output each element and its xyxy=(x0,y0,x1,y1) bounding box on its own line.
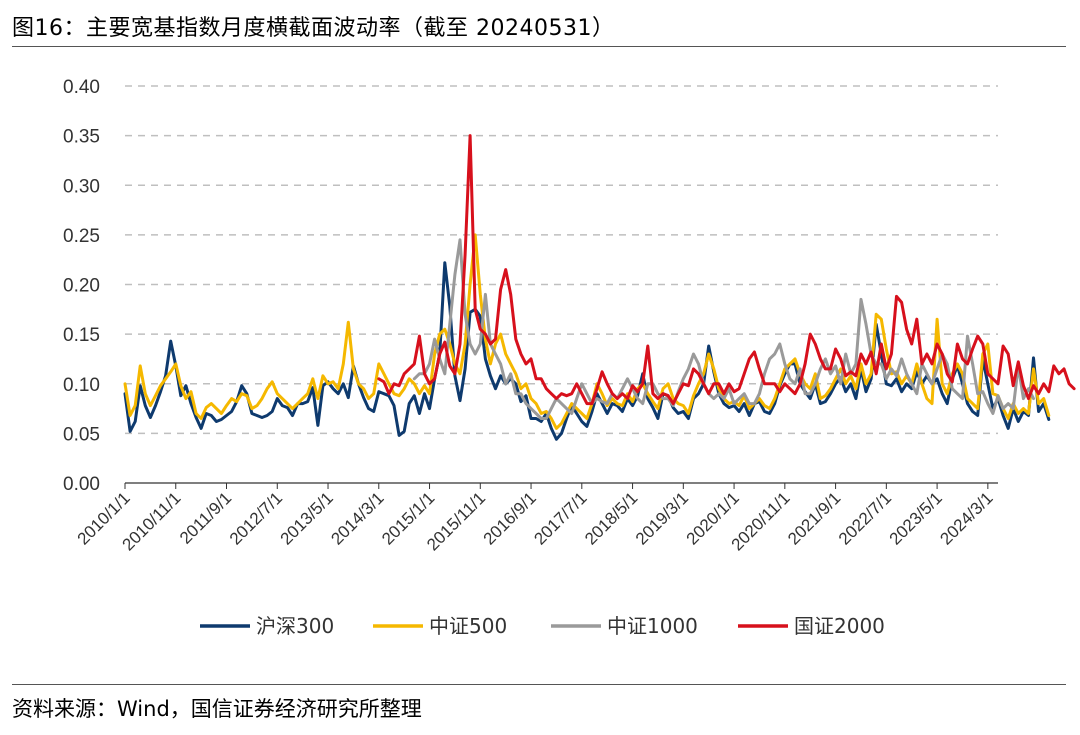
y-tick-label: 0.15 xyxy=(63,325,100,346)
series-line-zz500 xyxy=(123,233,1051,430)
chart-title: 图16：主要宽基指数月度横截面波动率（截至 20240531） xyxy=(12,16,615,41)
source-divider xyxy=(12,684,1066,685)
x-tick-label: 2022/7/1 xyxy=(835,488,895,548)
x-tick-label: 2012/7/1 xyxy=(226,488,286,548)
source-note: 资料来源：Wind，国信证券经济研究所整理 xyxy=(12,697,422,721)
legend: 沪深300 中证500 中证1000 国证2000 xyxy=(200,614,885,638)
y-axis: 0.40 0.35 0.30 0.25 0.20 0.15 0.10 0.05 0.00 xyxy=(63,77,100,495)
title-divider xyxy=(12,46,1066,47)
y-tick-label: 0.35 xyxy=(63,127,100,148)
y-tick-label: 0.00 xyxy=(63,474,100,495)
line-chart: 0.40 0.35 0.30 0.25 0.20 0.15 0.10 0.05 0.00 201… xyxy=(63,77,1076,638)
x-tick-label: 2011/9/1 xyxy=(176,488,235,547)
x-tick-label: 2019/3/1 xyxy=(632,488,692,548)
x-tick-label: 2018/5/1 xyxy=(581,488,641,548)
y-tick-label: 0.20 xyxy=(63,276,100,297)
x-tick-label: 2014/3/1 xyxy=(327,488,387,548)
series-line-gz2000 xyxy=(377,134,1076,406)
series-lines xyxy=(123,134,1076,441)
series-line-zz1000 xyxy=(412,238,1035,420)
y-tick-label: 0.30 xyxy=(63,176,100,197)
x-axis: 2010/1/12010/11/12011/9/12012/7/12013/5/… xyxy=(74,482,998,554)
legend-label-hs300: 沪深300 xyxy=(256,614,334,638)
y-tick-label: 0.25 xyxy=(63,226,100,247)
y-tick-label: 0.05 xyxy=(63,424,100,445)
legend-label-zz500: 中证500 xyxy=(429,614,507,638)
x-tick-label: 2021/9/1 xyxy=(784,488,844,548)
y-tick-label: 0.10 xyxy=(63,375,100,396)
x-tick-label: 2016/9/1 xyxy=(480,488,540,548)
x-tick-label: 2024/3/1 xyxy=(936,488,996,548)
y-tick-label: 0.40 xyxy=(63,77,100,98)
legend-label-zz1000: 中证1000 xyxy=(607,614,698,638)
legend-label-gz2000: 国证2000 xyxy=(794,614,885,638)
x-tick-label: 2013/5/1 xyxy=(277,488,337,548)
x-tick-label: 2017/7/1 xyxy=(530,488,590,548)
x-tick-label: 2023/5/1 xyxy=(886,488,946,548)
series-line-hs300 xyxy=(123,261,1051,441)
